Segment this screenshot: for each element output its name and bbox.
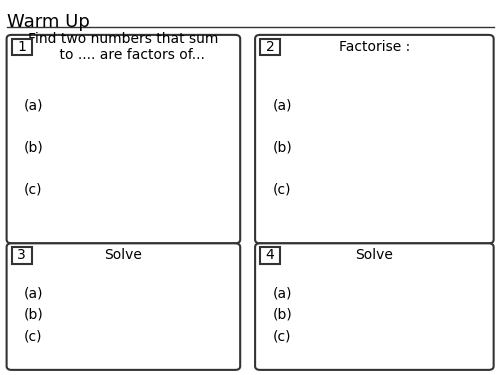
FancyBboxPatch shape xyxy=(255,243,494,370)
Text: Find two numbers that sum
    to .... are factors of...: Find two numbers that sum to .... are fa… xyxy=(28,32,218,62)
FancyBboxPatch shape xyxy=(6,243,240,370)
Text: (c): (c) xyxy=(24,330,42,344)
Text: (c): (c) xyxy=(272,330,291,344)
FancyBboxPatch shape xyxy=(260,247,280,264)
FancyBboxPatch shape xyxy=(12,247,32,264)
Text: 1: 1 xyxy=(17,40,26,54)
Text: Solve: Solve xyxy=(104,248,142,262)
Text: (a): (a) xyxy=(272,286,292,300)
FancyBboxPatch shape xyxy=(12,39,32,56)
Text: 4: 4 xyxy=(266,248,274,262)
Text: 3: 3 xyxy=(18,248,26,262)
Text: 2: 2 xyxy=(266,40,274,54)
Text: (b): (b) xyxy=(272,141,292,154)
Text: (b): (b) xyxy=(24,141,44,154)
FancyBboxPatch shape xyxy=(260,39,280,56)
Text: Solve: Solve xyxy=(356,248,394,262)
Text: (b): (b) xyxy=(24,308,44,322)
Text: (c): (c) xyxy=(24,183,42,197)
FancyBboxPatch shape xyxy=(255,35,494,243)
Text: Warm Up: Warm Up xyxy=(6,12,89,30)
Text: Factorise :: Factorise : xyxy=(338,40,410,54)
Text: (a): (a) xyxy=(272,98,292,112)
Text: (b): (b) xyxy=(272,308,292,322)
FancyBboxPatch shape xyxy=(6,35,240,243)
Text: (a): (a) xyxy=(24,286,44,300)
Text: (a): (a) xyxy=(24,98,44,112)
Text: (c): (c) xyxy=(272,183,291,197)
